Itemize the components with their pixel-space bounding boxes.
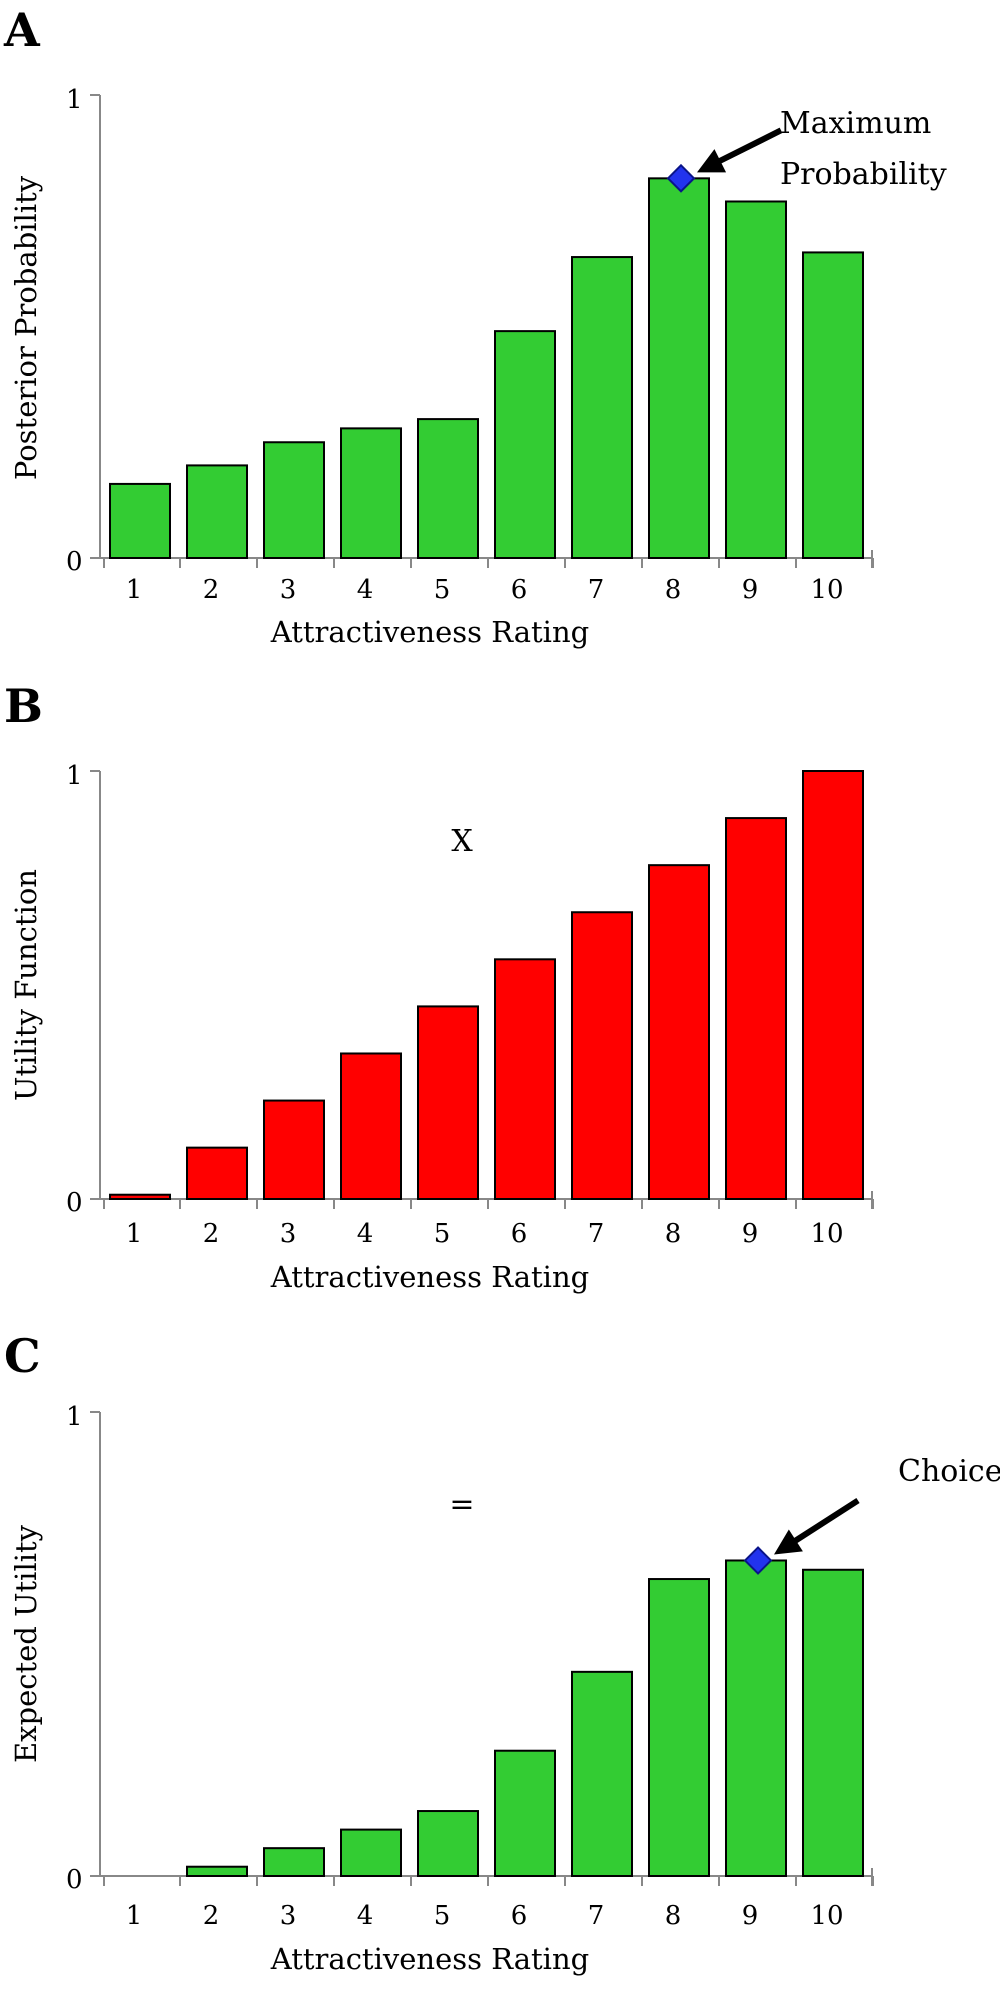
x-tick-label: 10 [810, 1901, 843, 1931]
y-axis-title: Utility Function [9, 869, 43, 1101]
max-marker [666, 163, 696, 193]
x-tick-label: 4 [357, 1219, 374, 1249]
bar-4 [340, 427, 402, 559]
x-tick-label: 9 [742, 1219, 759, 1249]
x-axis-title: Attractiveness Rating [270, 1260, 589, 1294]
bar-7 [571, 911, 633, 1200]
arrow-head [697, 149, 727, 173]
bar-1 [109, 482, 171, 560]
bar-2 [186, 1146, 248, 1201]
bar-9 [725, 817, 787, 1201]
x-tick-label: 5 [434, 1901, 451, 1931]
x-tick-label: 7 [588, 575, 605, 605]
bar-6 [494, 958, 556, 1200]
bar-2 [186, 1865, 248, 1877]
bar-5 [417, 418, 479, 559]
bar-10 [802, 251, 864, 559]
y-tick-label: 0 [66, 547, 83, 577]
x-tick-label: 10 [810, 1219, 843, 1249]
x-tick-label: 8 [665, 1219, 682, 1249]
bar-8 [648, 177, 710, 559]
x-tick-label: 1 [126, 1901, 143, 1931]
y-tick-label: 1 [66, 761, 83, 791]
x-tick-label: 8 [665, 575, 682, 605]
x-tick-label: 3 [280, 1219, 297, 1249]
panel-letter: B [4, 679, 43, 733]
x-tick-label: 9 [742, 1901, 759, 1931]
bar-3 [263, 441, 325, 559]
x-tick-label: 3 [280, 1901, 297, 1931]
x-tick-label: 3 [280, 575, 297, 605]
bar-3 [263, 1099, 325, 1201]
bar-10 [802, 770, 864, 1200]
bar-8 [648, 864, 710, 1200]
bar-9 [725, 1559, 787, 1877]
x-tick-label: 6 [511, 1219, 528, 1249]
arrow-head [774, 1529, 803, 1555]
arrow-line [715, 127, 783, 166]
x-tick-label: 9 [742, 575, 759, 605]
bar-7 [571, 1670, 633, 1877]
x-tick-label: 7 [588, 1219, 605, 1249]
bar-8 [648, 1578, 710, 1878]
bar-4 [340, 1828, 402, 1877]
annotation-label: Probability [780, 157, 947, 192]
bar-6 [494, 330, 556, 559]
bar-3 [263, 1847, 325, 1878]
x-tick-label: 6 [511, 1901, 528, 1931]
x-axis-title: Attractiveness Rating [270, 615, 589, 649]
panel-letter: A [3, 3, 41, 57]
bar-2 [186, 464, 248, 559]
operator-symbol: = [449, 1487, 474, 1522]
y-tick-label: 1 [66, 1402, 83, 1432]
x-tick-label: 2 [203, 575, 220, 605]
y-tick-label: 1 [66, 85, 83, 115]
x-tick-label: 4 [357, 1901, 374, 1931]
bar-6 [494, 1749, 556, 1877]
y-tick-label: 0 [66, 1188, 83, 1218]
annotation-label: Maximum [780, 106, 931, 141]
y-axis-title: Expected Utility [9, 1524, 43, 1763]
annotation-label: Choice [898, 1454, 1000, 1489]
x-tick-label: 7 [588, 1901, 605, 1931]
bar-10 [802, 1568, 864, 1877]
bar-4 [340, 1052, 402, 1200]
y-tick-label: 0 [66, 1865, 83, 1895]
x-tick-label: 5 [434, 575, 451, 605]
x-tick-label: 10 [810, 575, 843, 605]
bar-5 [417, 1005, 479, 1201]
x-tick-label: 8 [665, 1901, 682, 1931]
x-tick-label: 4 [357, 575, 374, 605]
x-axis-title: Attractiveness Rating [270, 1942, 589, 1976]
y-axis-title: Posterior Probability [9, 175, 43, 480]
bar-1 [109, 1193, 171, 1200]
x-tick-label: 2 [203, 1901, 220, 1931]
bar-5 [417, 1810, 479, 1878]
x-tick-label: 6 [511, 575, 528, 605]
x-tick-label: 2 [203, 1219, 220, 1249]
panel-letter: C [4, 1329, 41, 1383]
operator-symbol: X [451, 824, 473, 859]
x-tick-label: 1 [126, 575, 143, 605]
max-marker [743, 1546, 773, 1575]
bar-7 [571, 256, 633, 559]
x-tick-label: 5 [434, 1219, 451, 1249]
arrow-line [790, 1497, 860, 1546]
x-tick-label: 1 [126, 1219, 143, 1249]
bar-9 [725, 200, 787, 560]
